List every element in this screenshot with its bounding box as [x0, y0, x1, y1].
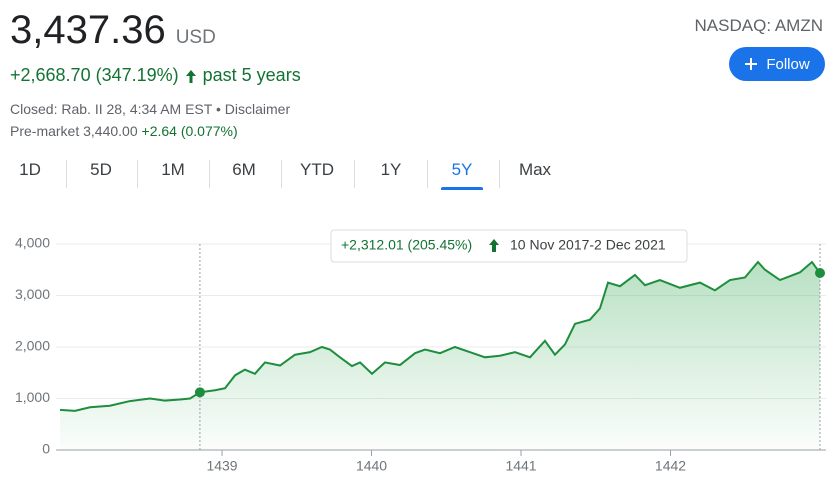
- closed: Closed: Rab. II 28, 4:34 AM EST: [10, 101, 213, 117]
- tab[interactable]: Max: [518, 160, 552, 179]
- period: past 5 years: [202, 65, 301, 85]
- tab-separator: [354, 160, 355, 188]
- price-row: 3,437.36 USD: [10, 8, 216, 53]
- tab[interactable]: 1M: [161, 160, 185, 179]
- tab[interactable]: 1Y: [380, 160, 402, 179]
- range-change: +2,312.01 (205.45%): [341, 237, 472, 253]
- range-dates: 10 Nov 2017-2 Dec 2021: [510, 237, 666, 253]
- range-marker: [194, 387, 205, 398]
- y-tick-label: 4,000: [15, 235, 50, 251]
- currency: USD: [175, 27, 216, 48]
- disclaimer[interactable]: Disclaimer: [224, 101, 291, 117]
- premarket-change: +2.64 (0.077%): [141, 123, 238, 139]
- change: +2,668.70 (347.19%): [10, 65, 179, 85]
- y-tick-label: 1,000: [15, 389, 50, 405]
- tab[interactable]: YTD: [300, 160, 334, 179]
- tab-separator: [208, 160, 210, 188]
- tab-separator: [498, 160, 500, 188]
- tab-separator: [280, 160, 282, 188]
- exchange: NASDAQ: AMZN: [694, 16, 823, 35]
- tooltip-box: [330, 229, 688, 263]
- up-arrow: [185, 69, 196, 83]
- tab-separator: [137, 160, 138, 188]
- tab[interactable]: 1D: [19, 160, 41, 179]
- follow-button[interactable]: Follow: [729, 47, 825, 81]
- tab-separator: [426, 160, 428, 188]
- range-tooltip: +2,312.01 (205.45%) 10 Nov 2017-2 Dec 202…: [330, 229, 688, 263]
- tab-separator: [65, 160, 67, 188]
- x-tick-label: 1439: [206, 458, 237, 474]
- premarket: Pre-market 3,440.00: [10, 123, 138, 139]
- y-tick-label: 0: [42, 441, 50, 457]
- tab[interactable]: 5D: [90, 160, 112, 179]
- closed-row: Closed: Rab. II 28, 4:34 AM EST • Discla…: [10, 101, 290, 117]
- range-marker: [815, 267, 825, 278]
- area: [60, 262, 820, 450]
- x-tick-label: 1440: [356, 458, 387, 474]
- follow-label: Follow: [766, 55, 810, 73]
- y-tick-label: 2,000: [15, 338, 50, 354]
- tooltip-arrow: [489, 239, 499, 252]
- line: [59, 260, 821, 412]
- tab[interactable]: 6M: [232, 160, 256, 179]
- x-tick-label: 1441: [505, 458, 536, 474]
- premarket-row: Pre-market 3,440.00 +2.64 (0.077%): [10, 123, 238, 139]
- x-tick-label: 1442: [655, 458, 686, 474]
- separator: •: [215, 101, 221, 117]
- change-row: +2,668.70 (347.19%) past 5 years: [10, 65, 301, 86]
- active-indicator: [441, 187, 483, 190]
- price: 3,437.36: [10, 8, 166, 52]
- tab[interactable]: 5Y: [451, 160, 473, 179]
- y-tick-label: 3,000: [15, 286, 50, 302]
- plus-icon: [745, 58, 758, 70]
